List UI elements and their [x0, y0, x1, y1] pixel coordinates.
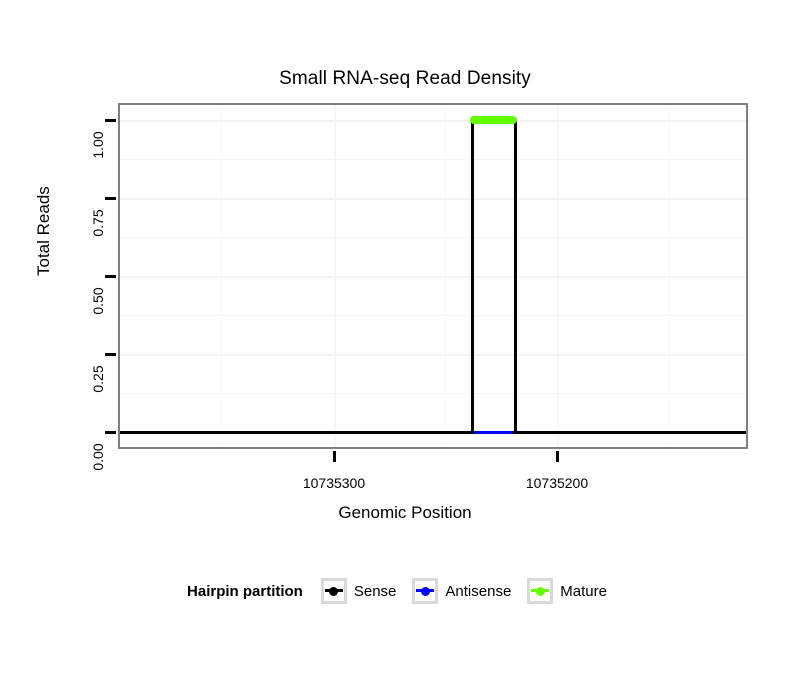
- y-tick-mark-0.25: [105, 353, 116, 356]
- x-tick-mark-10735200: [556, 451, 559, 462]
- mature-segment: [470, 116, 517, 124]
- y-tick-label-1.00: 1.00: [90, 131, 106, 159]
- legend-label-antisense: Antisense: [445, 582, 512, 600]
- gridline-x-10735150: [669, 105, 670, 447]
- legend-item-sense[interactable]: Sense: [320, 578, 397, 604]
- gridline-y-0.875: [120, 159, 746, 160]
- y-tick-label-0.75: 0.75: [90, 209, 106, 237]
- y-tick-mark-0.00: [105, 431, 116, 434]
- legend-item-antisense[interactable]: Antisense: [412, 578, 511, 604]
- plot-area: [120, 105, 746, 447]
- y-tick-mark-0.75: [105, 197, 116, 200]
- gridline-y-0.75: [120, 198, 746, 200]
- y-tick-mark-1.00: [105, 119, 116, 122]
- legend-key-mature: [527, 578, 554, 604]
- legend-dot-sense: [329, 586, 339, 596]
- x-tick-label-10735200: 10735200: [525, 475, 589, 491]
- antisense-baseline-segment: [473, 431, 513, 434]
- gridline-y-0.125: [120, 393, 746, 394]
- legend-dot-mature: [535, 586, 545, 596]
- y-axis-title: Total Reads: [34, 186, 53, 276]
- legend-item-mature[interactable]: Mature: [527, 578, 607, 604]
- legend-label-mature: Mature: [560, 582, 607, 600]
- gridline-x-10735350: [221, 105, 222, 447]
- gridline-y-0.50: [120, 276, 746, 278]
- sense-baseline-right: [513, 431, 746, 434]
- x-axis-title: Genomic Position: [338, 503, 472, 522]
- y-tick-label-0.25: 0.25: [90, 365, 106, 393]
- gridline-y-0.25: [120, 354, 746, 356]
- x-tick-label-10735300: 10735300: [302, 475, 366, 491]
- gridline-y-0.625: [120, 237, 746, 238]
- chart-title: Small RNA-seq Read Density: [279, 68, 531, 89]
- legend-key-antisense: [412, 578, 439, 604]
- gridline-y-0.375: [120, 315, 746, 316]
- gridline-x-10735200: [557, 105, 559, 447]
- y-tick-label-0.00: 0.00: [90, 443, 106, 471]
- sense-peak-left-edge: [471, 119, 474, 434]
- y-tick-label-0.50: 0.50: [90, 287, 106, 315]
- legend: Hairpin partition Sense Antisense Mature: [0, 578, 810, 604]
- gridline-x-10735250: [445, 105, 446, 447]
- legend-title: Hairpin partition: [187, 582, 303, 600]
- gridline-y-1.00: [120, 120, 746, 122]
- plot-panel: [118, 103, 748, 449]
- sense-peak-right-edge: [514, 119, 517, 434]
- sense-baseline-left: [120, 431, 472, 434]
- legend-label-sense: Sense: [353, 582, 397, 600]
- legend-key-sense: [320, 578, 347, 604]
- gridline-x-10735300: [334, 105, 336, 447]
- legend-dot-antisense: [420, 586, 430, 596]
- y-tick-mark-0.50: [105, 275, 116, 278]
- x-tick-mark-10735300: [333, 451, 336, 462]
